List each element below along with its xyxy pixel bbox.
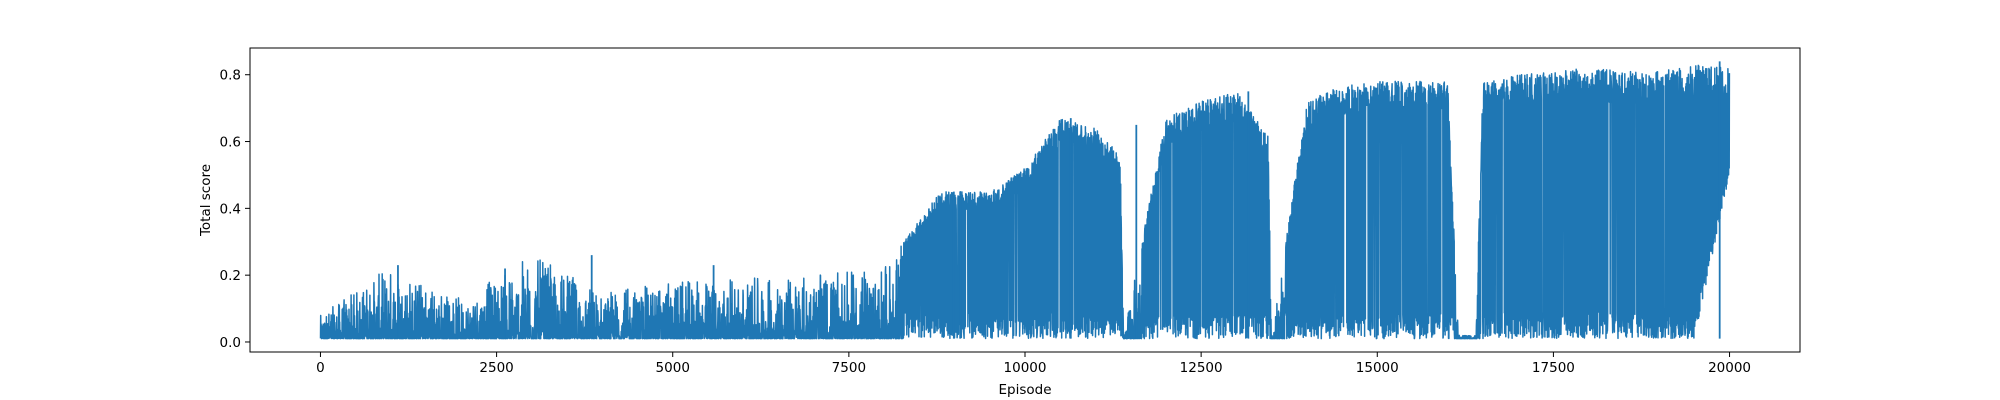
x-tick-label: 17500 <box>1532 360 1575 376</box>
x-tick-label: 5000 <box>656 360 690 376</box>
x-axis-label: Episode <box>998 382 1051 398</box>
x-tick-label: 7500 <box>832 360 866 376</box>
x-axis: 0 2500 5000 7500 10000 12500 15000 17500 20000 <box>316 352 1751 376</box>
x-tick-label: 10000 <box>1004 360 1047 376</box>
y-tick-label: 0.4 <box>220 201 241 217</box>
y-tick-label: 0.2 <box>220 268 241 284</box>
y-tick-label: 0.6 <box>220 135 241 151</box>
y-axis: 0.0 0.2 0.4 0.6 0.8 <box>220 68 250 351</box>
x-tick-label: 12500 <box>1180 360 1223 376</box>
x-tick-label: 15000 <box>1356 360 1399 376</box>
y-tick-label: 0.8 <box>220 68 241 84</box>
y-axis-label: Total score <box>198 164 214 237</box>
series-total-score <box>319 61 1731 340</box>
x-tick-label: 2500 <box>479 360 513 376</box>
y-tick-label: 0.0 <box>220 335 241 351</box>
x-tick-label: 20000 <box>1708 360 1751 376</box>
series-line <box>319 64 1731 340</box>
x-tick-label: 0 <box>316 360 325 376</box>
